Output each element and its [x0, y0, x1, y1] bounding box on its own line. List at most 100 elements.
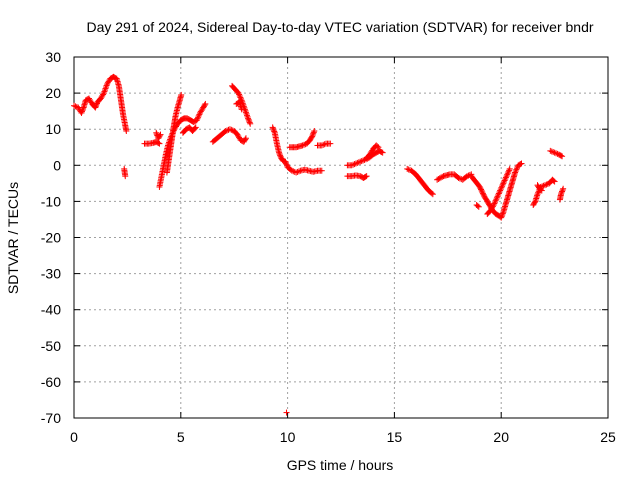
data-point: [534, 191, 541, 198]
data-point: [276, 149, 283, 156]
data-point: [502, 176, 509, 183]
data-point: [478, 186, 485, 193]
data-point: [547, 147, 554, 154]
data-point: [550, 149, 557, 156]
data-point: [550, 177, 557, 184]
data-point: [283, 161, 290, 168]
data-point: [354, 159, 361, 166]
data-point: [321, 141, 328, 148]
data-point: [92, 104, 99, 111]
data-point: [290, 168, 297, 175]
data-point: [238, 95, 245, 102]
data-point: [548, 148, 555, 155]
data-point: [310, 130, 317, 137]
data-point: [78, 109, 85, 116]
data-point: [558, 191, 565, 198]
data-point: [360, 157, 367, 164]
data-point: [499, 183, 506, 190]
data-point: [318, 167, 325, 174]
data-point: [357, 158, 364, 165]
data-point: [439, 173, 446, 180]
data-point: [513, 166, 520, 173]
data-point: [282, 160, 289, 167]
data-point: [499, 210, 506, 217]
data-point: [560, 185, 567, 192]
data-point: [245, 116, 252, 123]
data-point: [537, 186, 544, 193]
data-point: [551, 178, 558, 185]
x-tick-label: 10: [280, 429, 296, 445]
data-point: [71, 102, 77, 109]
y-tick-label: -10: [41, 193, 61, 209]
data-point: [242, 136, 249, 143]
data-point: [498, 184, 505, 191]
data-point: [226, 126, 233, 133]
data-point: [236, 91, 243, 98]
data-point: [294, 168, 301, 175]
data-point: [100, 91, 107, 98]
data-point: [495, 191, 502, 198]
y-tick-label: 10: [45, 121, 61, 137]
data-point: [153, 129, 160, 136]
data-point: [512, 169, 519, 176]
data-point: [375, 144, 382, 151]
data-point: [379, 149, 386, 156]
data-point: [202, 100, 209, 107]
data-point: [156, 132, 163, 139]
data-point: [518, 160, 525, 167]
data-point: [271, 128, 278, 135]
data-point: [193, 117, 200, 124]
data-point: [559, 153, 566, 160]
data-point: [498, 214, 505, 221]
data-point: [490, 202, 497, 209]
data-points: [71, 73, 567, 416]
data-point: [477, 185, 484, 192]
data-point: [374, 143, 381, 150]
data-point: [196, 111, 203, 118]
chart-title: Day 291 of 2024, Sidereal Day-to-day VTE…: [86, 19, 593, 35]
data-point: [320, 141, 327, 148]
data-point: [308, 134, 315, 141]
data-point: [493, 196, 500, 203]
x-tick-labels: 0 5 10 15 20 25: [70, 429, 616, 445]
data-point: [499, 181, 506, 188]
data-point: [502, 174, 509, 181]
data-point: [494, 193, 501, 200]
y-tick-label: 20: [45, 85, 61, 101]
data-point: [559, 187, 566, 194]
data-point: [501, 177, 508, 184]
data-point: [465, 172, 472, 179]
data-point: [72, 103, 79, 110]
data-point: [475, 203, 482, 210]
data-point: [429, 191, 436, 198]
data-point: [531, 199, 538, 206]
data-point: [238, 106, 245, 113]
data-point: [476, 183, 483, 190]
y-tick-label: -30: [41, 266, 61, 282]
data-point: [378, 149, 385, 156]
data-point: [553, 150, 560, 157]
data-point: [362, 173, 369, 180]
data-point: [245, 115, 252, 122]
data-point: [224, 127, 231, 134]
data-point: [428, 190, 435, 197]
data-point: [288, 167, 295, 174]
data-point: [489, 203, 496, 210]
data-point: [123, 128, 130, 135]
data-point: [478, 187, 485, 194]
data-point: [493, 194, 500, 201]
data-point: [299, 142, 306, 149]
axis-ticks: [73, 56, 609, 419]
data-point: [535, 189, 542, 196]
data-point: [499, 211, 506, 218]
data-point: [500, 180, 507, 187]
data-point: [80, 105, 87, 112]
data-point: [474, 202, 481, 209]
data-point: [327, 140, 334, 147]
grid: [74, 57, 608, 418]
data-point: [495, 190, 502, 197]
data-point: [311, 128, 318, 135]
data-point: [79, 108, 86, 115]
data-point: [491, 200, 498, 207]
data-point: [156, 140, 163, 147]
